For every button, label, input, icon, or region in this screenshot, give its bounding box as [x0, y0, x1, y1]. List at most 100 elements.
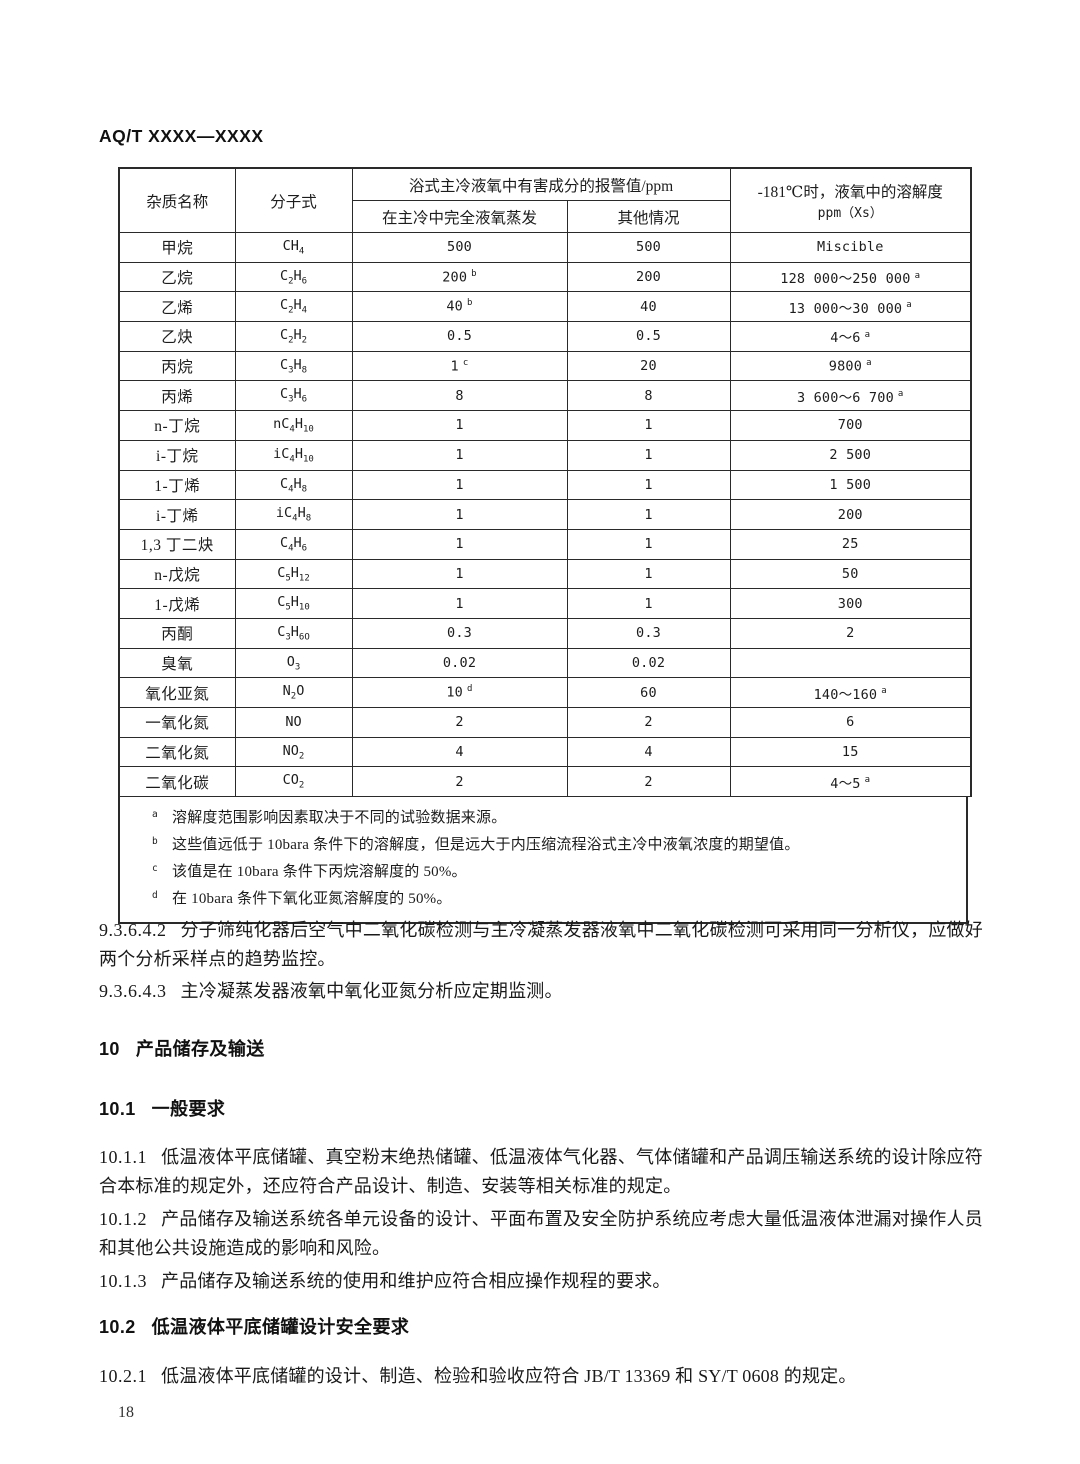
clause-number: 9.3.6.4.3 — [99, 981, 167, 1001]
cell-alarm-full-evaporation: 1 — [351, 528, 568, 560]
footnote-marker: d — [152, 890, 158, 902]
cell-impurity-name: 丙烷 — [118, 350, 236, 382]
table-row: n-丁烷 nC4H10 1 1 700 — [118, 410, 972, 441]
cell-alarm-full-evaporation: 1 — [351, 439, 568, 471]
clause-10-1-1: 10.1.1 低温液体平底储罐、真空粉末绝热储罐、低温液体气化器、气体储罐和产品调… — [99, 1143, 983, 1201]
clause-text: 分子筛纯化器后空气中二氧化碳检测与主冷凝蒸发器液氧中二氧化碳检测可采用同一分析仪… — [99, 920, 983, 970]
table-row: 乙烷 C2H6 200 b 200 128 000～250 000 a — [118, 261, 972, 293]
cell-solubility: 200 — [729, 499, 972, 530]
cell-impurity-name: 乙烷 — [118, 261, 236, 293]
cell-alarm-full-evaporation: 0.5 — [351, 321, 568, 352]
table-row: 1-丁烯 C4H8 1 1 1 500 — [118, 469, 972, 501]
cell-impurity-name: n-丁烷 — [118, 410, 236, 441]
clause-9-3-6-4-3: 9.3.6.4.3 主冷凝蒸发器液氧中氧化亚氮分析应定期监测。 — [99, 977, 983, 1006]
heading-10: 10 产品储存及输送 — [99, 1035, 265, 1061]
cell-alarm-full-evaporation: 1 — [351, 469, 568, 501]
table-row: i-丁烯 iC4H8 1 1 200 — [118, 499, 972, 530]
clause-10-1-2: 10.1.2 产品储存及输送系统各单元设备的设计、平面布置及安全防护系统应考虑大量… — [99, 1205, 983, 1263]
cell-alarm-full-evaporation: 2 — [351, 766, 568, 798]
col-header-alarm-full-evaporation: 在主冷中完全液氧蒸发 — [351, 200, 568, 233]
cell-alarm-full-evaporation: 1 — [351, 588, 568, 619]
cell-molecular-formula: NO — [234, 707, 353, 738]
table-header-row-2: 在主冷中完全液氧蒸发 其他情况 — [119, 200, 971, 233]
clause-10-2-1: 10.2.1 低温液体平底储罐的设计、制造、检验和验收应符合 JB/T 13369… — [99, 1362, 983, 1391]
cell-alarm-full-evaporation: 0.3 — [351, 617, 568, 649]
clause-number: 10.1.2 — [99, 1209, 147, 1229]
table-row: 1,3 丁二炔 C4H6 1 1 25 — [118, 528, 972, 560]
cell-solubility: 25 — [729, 528, 972, 560]
cell-molecular-formula: CH4 — [234, 232, 353, 263]
heading-10-1: 10.1 一般要求 — [99, 1095, 225, 1121]
cell-solubility: 9800 a — [729, 350, 972, 382]
cell-molecular-formula: C4H8 — [234, 469, 353, 501]
footnote: c 该值是在 10bara 条件下丙烷溶解度的 50%。 — [120, 859, 966, 886]
clause-number: 9.3.6.4.2 — [99, 920, 167, 940]
cell-solubility: 700 — [729, 410, 972, 441]
table-row: 二氧化氮 NO2 4 4 15 — [118, 736, 972, 768]
heading-text: 产品储存及输送 — [135, 1039, 265, 1059]
footnote-marker: a — [864, 329, 871, 340]
cell-molecular-formula: CO2 — [234, 766, 353, 798]
cell-solubility — [729, 647, 972, 679]
clause-10-1-3: 10.1.3 产品储存及输送系统的使用和维护应符合相应操作规程的要求。 — [99, 1267, 983, 1296]
table-header-row-1: 杂质名称 分子式 浴式主冷液氧中有害成分的报警值/ppm -181℃时，液氧中的… — [118, 167, 972, 233]
cell-impurity-name: 乙炔 — [118, 321, 236, 352]
footnote-marker: b — [471, 268, 477, 279]
clause-text: 产品储存及输送系统的使用和维护应符合相应操作规程的要求。 — [161, 1271, 671, 1291]
cell-impurity-name: i-丁烯 — [118, 499, 236, 530]
table-row: 二氧化碳 CO2 2 2 4～5 a — [118, 766, 972, 798]
cell-alarm-other: 0.02 — [566, 647, 731, 679]
cell-solubility: 2 — [729, 617, 972, 649]
footnote-marker: c — [152, 863, 158, 875]
footnote: d 在 10bara 条件下氧化亚氮溶解度的 50%。 — [120, 886, 966, 913]
heading-text: 一般要求 — [151, 1099, 226, 1119]
solubility-header-line-1: -181℃时，液氧中的溶解度 — [757, 184, 943, 201]
cell-impurity-name: 二氧化氮 — [118, 736, 236, 768]
cell-molecular-formula: NO2 — [234, 736, 353, 768]
footnote-marker: c — [462, 357, 469, 368]
heading-number: 10.2 — [99, 1317, 136, 1337]
cell-molecular-formula: C2H4 — [234, 291, 353, 323]
cell-molecular-formula: C2H2 — [234, 321, 353, 352]
table-row: 丙酮 C3H6O 0.3 0.3 2 — [118, 617, 972, 649]
cell-alarm-other: 500 — [566, 232, 731, 263]
heading-number: 10.1 — [99, 1099, 136, 1119]
clause-number: 10.1.3 — [99, 1271, 147, 1291]
cell-alarm-other: 8 — [566, 380, 731, 412]
footnote-marker: a — [881, 686, 887, 697]
cell-molecular-formula: C5H12 — [234, 558, 353, 590]
cell-solubility: 13 000～30 000 a — [729, 291, 972, 323]
cell-molecular-formula: iC4H10 — [234, 439, 353, 471]
footnote-marker: d — [467, 684, 473, 695]
cell-molecular-formula: O3 — [234, 647, 353, 679]
cell-alarm-other: 0.3 — [566, 617, 731, 649]
footnote-text: 这些值远低于 10bara 条件下的溶解度，但是远大于内压缩流程浴式主冷中液氧浓… — [172, 836, 800, 853]
table-body: 甲烷 CH4 500 500 Miscible 乙烷 C2H6 200 b 200 128 000～… — [118, 232, 972, 798]
footnote-text: 在 10bara 条件下氧化亚氮溶解度的 50%。 — [172, 891, 452, 908]
clause-text: 低温液体平底储罐的设计、制造、检验和验收应符合 JB/T 13369 和 SY/… — [161, 1366, 857, 1386]
footnote-marker: a — [897, 389, 904, 400]
clause-text: 主冷凝蒸发器液氧中氧化亚氮分析应定期监测。 — [180, 981, 563, 1001]
footnote-marker: a — [914, 270, 921, 281]
cell-solubility: Miscible — [729, 232, 972, 263]
table-row: 氧化亚氮 N2O 10 d 60 140～160 a — [118, 677, 972, 708]
cell-alarm-other: 0.5 — [566, 321, 731, 352]
cell-solubility: 300 — [729, 588, 972, 619]
footnote-marker: a — [866, 357, 872, 368]
col-header-solubility: -181℃时，液氧中的溶解度 ppm（Xs） — [729, 167, 972, 233]
cell-molecular-formula: C3H6 — [234, 380, 353, 412]
table-row: 丙烷 C3H8 1 c 20 9800 a — [118, 350, 972, 382]
clause-number: 10.1.1 — [99, 1147, 147, 1167]
table-row: 乙烯 C2H4 40 b 40 13 000～30 000 a — [118, 291, 972, 323]
footnote-text: 溶解度范围影响因素取决于不同的试验数据来源。 — [172, 809, 507, 826]
cell-solubility: 4～5 a — [729, 766, 972, 798]
footnote-marker: b — [467, 298, 473, 309]
cell-alarm-other: 4 — [566, 736, 731, 768]
cell-impurity-name: 氧化亚氮 — [118, 677, 236, 708]
table-row: n-戊烷 C5H12 1 1 50 — [118, 558, 972, 590]
cell-alarm-other: 200 — [566, 261, 731, 293]
solubility-header-line-2: ppm（Xs） — [817, 206, 883, 221]
cell-molecular-formula: N2O — [234, 677, 353, 708]
table-footnotes: a 溶解度范围影响因素取决于不同的试验数据来源。 b 这些值远低于 10bara 条件… — [118, 797, 968, 925]
